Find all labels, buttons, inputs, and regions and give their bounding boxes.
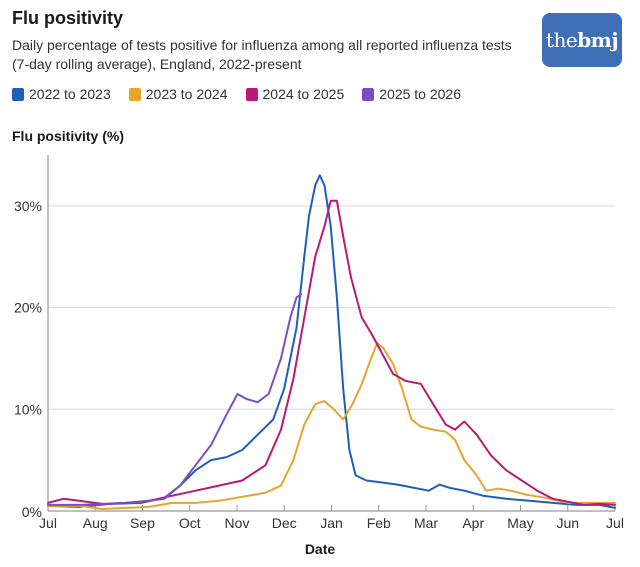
legend-swatch xyxy=(128,87,141,101)
x-tick-label: Jan xyxy=(320,515,343,531)
legend-item: 2025 to 2026 xyxy=(362,86,461,102)
legend-label: 2025 to 2026 xyxy=(379,86,461,102)
x-tick-label: Oct xyxy=(179,515,201,531)
series-line-2024-to-2025 xyxy=(47,199,616,506)
chart-subtitle: Daily percentage of tests positive for i… xyxy=(12,37,512,72)
y-tick-label: 20% xyxy=(14,300,42,316)
y-tick-label: 10% xyxy=(14,401,42,417)
series-line-2025-to-2026 xyxy=(47,293,303,506)
series-line-2022-to-2023 xyxy=(47,174,616,509)
legend-label: 2022 to 2023 xyxy=(29,86,111,102)
x-axis-title: Date xyxy=(304,541,336,557)
legend-label: 2024 to 2025 xyxy=(262,86,345,102)
series-line-2023-to-2024 xyxy=(47,342,616,510)
y-axis-title: Flu positivity (%) xyxy=(12,128,124,144)
x-tick-label: Jun xyxy=(556,515,579,531)
x-tick-label: Dec xyxy=(272,515,297,531)
y-tick-label: 0% xyxy=(22,504,42,520)
legend-item: 2022 to 2023 xyxy=(12,86,111,102)
bmj-logo: the bmj xyxy=(542,13,622,67)
logo-text-light: the xyxy=(545,28,578,52)
legend-label: 2023 to 2024 xyxy=(145,86,228,102)
x-tick-label: Mar xyxy=(414,515,438,531)
x-tick-label: Jul xyxy=(606,515,624,531)
logo-text-bold: bmj xyxy=(577,28,619,52)
x-tick-label: Nov xyxy=(225,515,250,531)
x-tick-label: Apr xyxy=(462,515,484,531)
x-tick-label: Jul xyxy=(39,515,57,531)
legend: 2022 to 2023 2023 to 2024 2024 to 2025 2… xyxy=(12,86,461,102)
x-tick-label: Sep xyxy=(130,515,155,531)
legend-swatch xyxy=(362,87,375,101)
y-tick-label: 30% xyxy=(14,198,42,214)
legend-item: 2023 to 2024 xyxy=(128,86,228,102)
x-tick-label: Aug xyxy=(83,515,108,531)
legend-item: 2024 to 2025 xyxy=(245,86,345,102)
x-tick-label: May xyxy=(507,515,533,531)
legend-swatch xyxy=(245,87,258,101)
legend-swatch xyxy=(12,87,24,101)
chart-title: Flu positivity xyxy=(12,8,124,28)
x-tick-label: Feb xyxy=(367,515,391,531)
